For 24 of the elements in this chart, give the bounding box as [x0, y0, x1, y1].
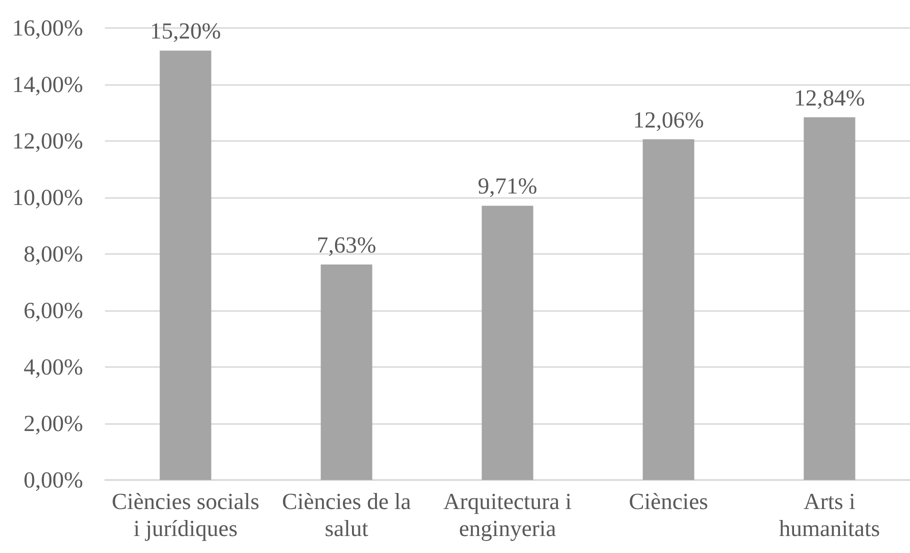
y-tick-label: 10,00%: [12, 185, 83, 210]
bar: [642, 139, 694, 480]
y-tick-label: 8,00%: [24, 242, 83, 266]
data-label: 7,63%: [316, 232, 376, 258]
y-tick-label: 16,00%: [12, 16, 83, 40]
x-tick-label: Ciències socials i jurídiques: [112, 489, 260, 541]
y-tick-label: 12,00%: [12, 128, 83, 154]
y-tick-label: 4,00%: [24, 354, 83, 380]
data-label: 9,71%: [478, 174, 538, 199]
y-tick-label: 0,00%: [24, 468, 83, 492]
x-tick-label: Arquitectura i enginyeria: [443, 489, 572, 541]
bar: [320, 264, 372, 480]
data-label: 12,06%: [633, 107, 704, 132]
y-tick-label: 2,00%: [24, 411, 83, 436]
x-tick-label: Arts i humanitats: [779, 489, 880, 541]
data-label: 15,20%: [150, 18, 221, 44]
x-tick-label: Ciències de la salut: [282, 489, 412, 541]
x-tick-label: Ciències: [628, 489, 708, 514]
bar: [804, 117, 856, 480]
data-label: 12,84%: [794, 85, 865, 110]
bar: [482, 206, 534, 480]
y-tick-label: 14,00%: [12, 72, 83, 97]
y-tick-label: 6,00%: [24, 298, 83, 323]
bar: [160, 50, 212, 480]
